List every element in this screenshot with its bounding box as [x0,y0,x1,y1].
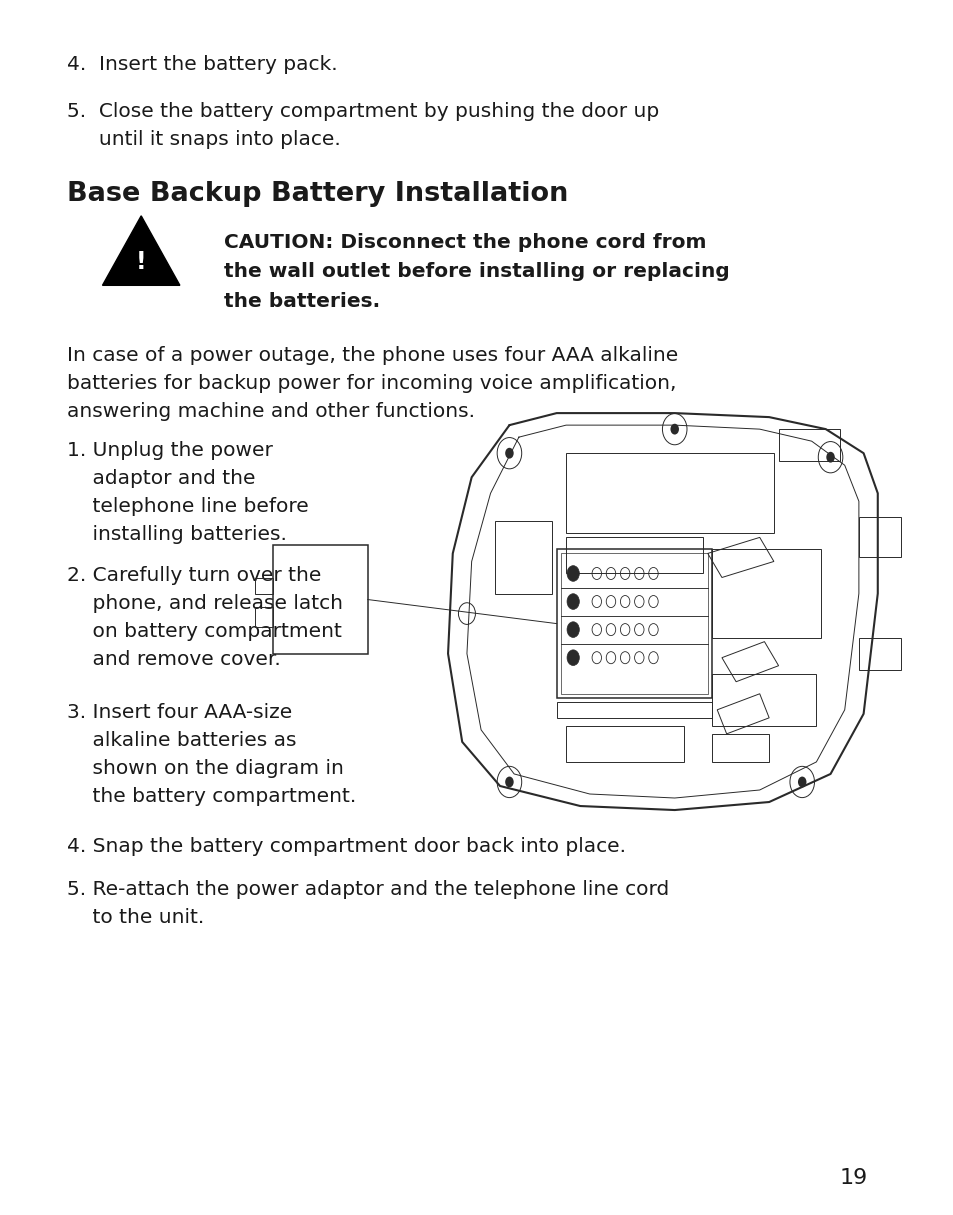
Bar [560,554,707,694]
Text: and remove cover.: and remove cover. [67,650,280,669]
Text: adaptor and the: adaptor and the [67,469,255,488]
Text: 19: 19 [839,1169,867,1188]
Bar [557,702,712,718]
Circle shape [825,452,834,463]
Bar [255,578,273,594]
Text: the wall outlet before installing or replacing: the wall outlet before installing or rep… [224,262,729,282]
Text: 4. Snap the battery compartment door back into place.: 4. Snap the battery compartment door bac… [67,837,625,857]
Bar [255,608,273,627]
Bar [712,734,768,762]
Text: to the unit.: to the unit. [67,908,204,927]
Text: phone, and release latch: phone, and release latch [67,594,342,614]
Text: 5. Re-attach the power adaptor and the telephone line cord: 5. Re-attach the power adaptor and the t… [67,880,668,899]
Text: CAUTION: Disconnect the phone cord from: CAUTION: Disconnect the phone cord from [224,233,706,253]
Text: until it snaps into place.: until it snaps into place. [67,130,340,149]
Text: telephone line before: telephone line before [67,497,308,516]
Bar [565,537,702,573]
Circle shape [566,650,578,666]
Bar [565,725,683,762]
Text: alkaline batteries as: alkaline batteries as [67,731,296,751]
Text: 2. Carefully turn over the: 2. Carefully turn over the [67,566,321,586]
Text: installing batteries.: installing batteries. [67,525,286,544]
Text: 1. Unplug the power: 1. Unplug the power [67,441,273,460]
Text: 3. Insert four AAA-size: 3. Insert four AAA-size [67,703,292,723]
Circle shape [566,594,578,610]
Text: answering machine and other functions.: answering machine and other functions. [67,402,475,422]
Bar [495,521,552,593]
Text: 5.  Close the battery compartment by pushing the door up: 5. Close the battery compartment by push… [67,102,659,122]
Circle shape [797,776,805,787]
Bar [712,549,821,638]
Polygon shape [102,216,180,286]
Text: In case of a power outage, the phone uses four AAA alkaline: In case of a power outage, the phone use… [67,346,678,366]
Text: 4.  Insert the battery pack.: 4. Insert the battery pack. [67,55,337,74]
Circle shape [505,776,513,787]
Bar [273,546,367,654]
Bar [778,429,839,462]
Circle shape [670,424,679,435]
Bar [712,673,816,725]
Text: on battery compartment: on battery compartment [67,622,341,642]
Bar [557,549,712,697]
Circle shape [566,566,578,581]
Bar [565,453,773,533]
Text: Base Backup Battery Installation: Base Backup Battery Installation [67,181,568,207]
Text: !: ! [135,250,147,275]
Text: shown on the diagram in: shown on the diagram in [67,759,343,779]
Circle shape [505,448,513,458]
Circle shape [566,622,578,638]
Text: batteries for backup power for incoming voice amplification,: batteries for backup power for incoming … [67,374,676,394]
Text: the battery compartment.: the battery compartment. [67,787,355,807]
Text: the batteries.: the batteries. [224,292,380,311]
